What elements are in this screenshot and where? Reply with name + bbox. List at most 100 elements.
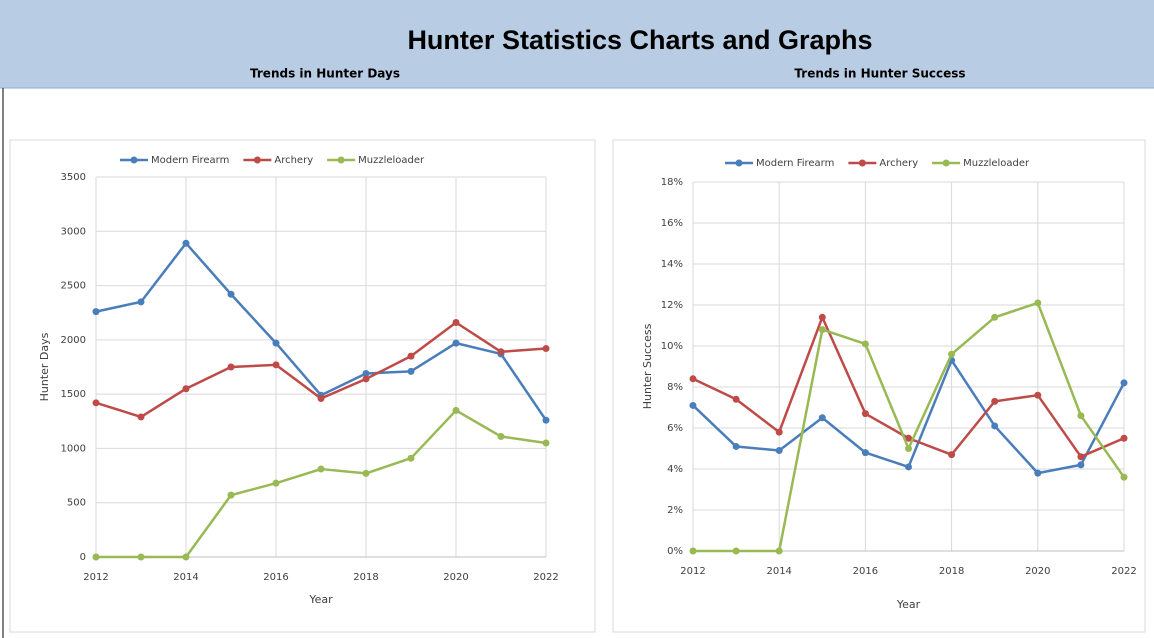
data-point <box>1034 391 1042 399</box>
data-point <box>991 422 999 430</box>
data-point <box>407 352 415 360</box>
data-point <box>182 385 190 393</box>
data-point <box>689 375 697 383</box>
data-point <box>991 313 999 321</box>
y-tick-label: 6% <box>667 423 683 434</box>
page-title: Hunter Statistics Charts and Graphs <box>407 25 872 55</box>
x-tick-label: 2016 <box>263 572 288 583</box>
data-point <box>272 361 280 369</box>
data-point <box>775 547 783 555</box>
legend-marker <box>858 159 866 167</box>
data-point <box>92 399 100 407</box>
y-tick-label: 0 <box>80 552 86 563</box>
y-tick-label: 18% <box>661 177 683 188</box>
data-point <box>861 410 869 418</box>
y-axis-label: Hunter Success <box>641 323 654 409</box>
data-point <box>1120 434 1128 442</box>
y-tick-label: 3500 <box>61 172 86 183</box>
data-point <box>362 370 370 378</box>
y-axis-label: Hunter Days <box>38 332 51 401</box>
y-tick-label: 2% <box>667 505 683 516</box>
data-point <box>861 340 869 348</box>
data-point <box>1120 379 1128 387</box>
y-tick-label: 0% <box>667 546 683 557</box>
data-point <box>905 434 912 442</box>
data-point <box>689 547 697 555</box>
header-band <box>0 0 1154 88</box>
data-point <box>542 345 550 353</box>
data-point <box>818 313 826 321</box>
x-tick-label: 2020 <box>1025 566 1050 577</box>
data-point <box>92 553 100 561</box>
data-point <box>497 348 505 356</box>
y-tick-label: 10% <box>661 341 683 352</box>
data-point <box>905 445 912 452</box>
data-point <box>317 465 325 473</box>
data-point <box>1034 299 1042 307</box>
legend-label: Muzzleloader <box>358 155 425 166</box>
x-tick-label: 2020 <box>443 572 468 583</box>
legend-label: Modern Firearm <box>756 158 834 169</box>
chart-title: Trends in Hunter Success <box>794 67 965 81</box>
data-point <box>948 350 956 358</box>
data-point <box>362 469 370 477</box>
data-point <box>272 339 280 347</box>
legend-label: Archery <box>274 155 313 166</box>
data-point <box>452 339 460 347</box>
data-point <box>732 442 740 450</box>
data-point <box>861 449 869 457</box>
data-point <box>542 416 550 424</box>
y-tick-label: 16% <box>661 218 683 229</box>
y-tick-label: 1000 <box>61 443 86 454</box>
data-point <box>137 298 145 306</box>
y-tick-label: 14% <box>661 259 683 270</box>
y-tick-label: 2500 <box>61 281 86 292</box>
legend-marker <box>253 156 261 164</box>
legend-marker <box>942 159 950 167</box>
x-axis-label: Year <box>308 593 333 606</box>
y-tick-label: 3000 <box>61 226 86 237</box>
x-tick-label: 2014 <box>173 572 198 583</box>
x-axis-label: Year <box>896 598 921 611</box>
x-tick-label: 2018 <box>939 566 964 577</box>
data-point <box>317 394 325 402</box>
data-point <box>775 428 783 436</box>
legend-marker <box>130 156 138 164</box>
data-point <box>452 318 460 326</box>
x-tick-label: 2016 <box>853 566 878 577</box>
y-tick-label: 8% <box>667 382 683 393</box>
x-tick-label: 2012 <box>83 572 108 583</box>
y-tick-label: 1500 <box>61 389 86 400</box>
y-tick-label: 12% <box>661 300 683 311</box>
data-point <box>689 401 697 409</box>
data-point <box>272 479 280 487</box>
y-tick-label: 4% <box>667 464 683 475</box>
x-tick-label: 2018 <box>353 572 378 583</box>
data-point <box>407 454 415 462</box>
data-point <box>1077 453 1085 461</box>
data-point <box>227 363 235 371</box>
data-point <box>1034 469 1042 477</box>
data-point <box>452 406 460 414</box>
data-point <box>542 439 550 447</box>
data-point <box>991 397 999 405</box>
legend-label: Archery <box>879 158 918 169</box>
data-point <box>92 308 100 316</box>
data-point <box>407 367 415 375</box>
data-point <box>182 239 190 247</box>
chart-title: Trends in Hunter Days <box>250 67 400 81</box>
data-point <box>905 463 912 471</box>
y-tick-label: 2000 <box>61 335 86 346</box>
legend-label: Muzzleloader <box>963 158 1030 169</box>
y-tick-label: 500 <box>67 498 86 509</box>
data-point <box>497 432 505 440</box>
legend-marker <box>337 156 345 164</box>
data-point <box>818 326 826 334</box>
legend-label: Modern Firearm <box>151 155 229 166</box>
data-point <box>137 413 145 421</box>
data-point <box>362 375 370 383</box>
x-tick-label: 2022 <box>533 572 558 583</box>
data-point <box>137 553 145 561</box>
